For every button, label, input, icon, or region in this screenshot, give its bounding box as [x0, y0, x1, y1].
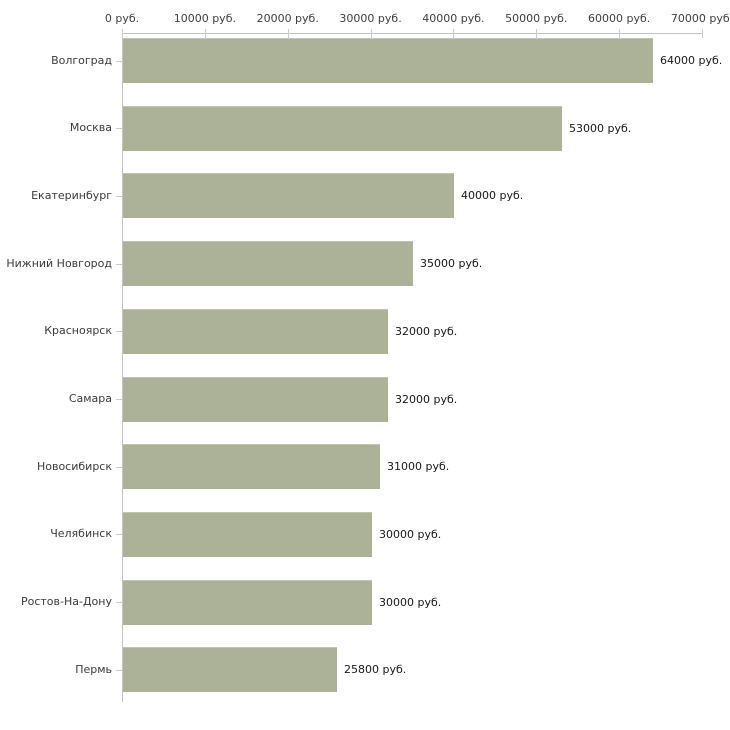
axis-tick-label: 70000 руб. [670, 12, 730, 25]
axis-tick-label: 60000 руб. [588, 12, 651, 25]
axis-tick [702, 29, 703, 38]
category-label: Челябинск [50, 527, 112, 540]
value-label: 64000 руб. [660, 54, 723, 67]
category-tick [116, 61, 122, 62]
value-label: 30000 руб. [379, 596, 442, 609]
category-label: Новосибирск [36, 460, 112, 473]
bar [123, 38, 653, 83]
bar [123, 512, 372, 557]
bar [123, 377, 388, 422]
bar [123, 241, 413, 286]
value-label: 35000 руб. [420, 257, 483, 270]
value-label: 30000 руб. [379, 528, 442, 541]
value-label: 32000 руб. [395, 393, 458, 406]
category-tick [116, 264, 122, 265]
bar [123, 106, 562, 151]
bar [123, 173, 454, 218]
category-tick [116, 196, 122, 197]
category-label: Волгоград [51, 54, 112, 67]
axis-tick [204, 29, 206, 38]
category-tick [116, 670, 122, 671]
value-label: 40000 руб. [461, 189, 524, 202]
axis-tick [453, 29, 455, 38]
category-label: Красноярск [44, 324, 112, 337]
category-label: Москва [69, 121, 112, 134]
bar [123, 647, 337, 692]
category-tick [116, 128, 122, 129]
category-label: Екатеринбург [31, 189, 112, 202]
category-tick [116, 467, 122, 468]
category-label: Ростов-На-Дону [20, 595, 112, 608]
bar [123, 444, 380, 489]
category-tick [116, 602, 122, 603]
axis-tick [370, 29, 372, 38]
axis-tick [287, 29, 289, 38]
axis-tick-label: 40000 руб. [422, 12, 485, 25]
category-tick [116, 331, 122, 332]
category-label: Нижний Новгород [6, 257, 112, 270]
axis-tick-label: 0 руб. [104, 12, 140, 25]
axis-tick [619, 29, 621, 38]
axis-tick-label: 30000 руб. [339, 12, 402, 25]
bar [123, 309, 388, 354]
value-label: 25800 руб. [344, 663, 407, 676]
axis-tick-label: 20000 руб. [256, 12, 319, 25]
axis-tick [122, 29, 123, 38]
bar [123, 580, 372, 625]
category-tick [116, 399, 122, 400]
y-axis-line [122, 33, 123, 702]
value-label: 53000 руб. [569, 122, 632, 135]
x-axis-line [122, 33, 703, 34]
category-label: Самара [68, 392, 112, 405]
axis-tick [536, 29, 538, 38]
value-label: 31000 руб. [387, 460, 450, 473]
axis-tick-label: 10000 руб. [173, 12, 236, 25]
category-label: Пермь [75, 663, 112, 676]
axis-tick-label: 50000 руб. [505, 12, 568, 25]
category-tick [116, 534, 122, 535]
value-label: 32000 руб. [395, 325, 458, 338]
